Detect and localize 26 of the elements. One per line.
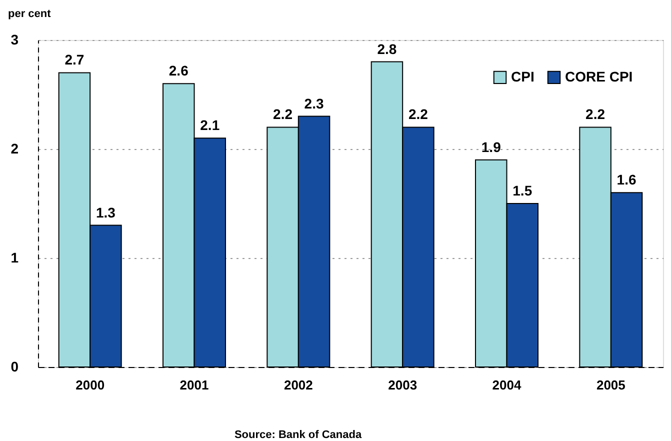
data-label: 1.3: [96, 204, 116, 220]
data-label: 2.1: [200, 117, 220, 134]
x-tick-label: 2005: [596, 378, 626, 392]
y-tick-label: 2: [10, 140, 19, 156]
data-label: 2.6: [168, 62, 189, 79]
legend-label: CPI: [511, 68, 534, 84]
legend-label: CORE CPI: [565, 68, 633, 84]
y-tick-label: 3: [10, 32, 19, 48]
data-label: 1.6: [616, 172, 636, 188]
x-tick-label: 2000: [76, 378, 105, 392]
data-label: 2.2: [408, 106, 428, 122]
data-label: 2.7: [64, 52, 84, 68]
data-label: 2.2: [586, 106, 606, 122]
data-label: 2.8: [377, 40, 397, 57]
x-tick-label: 2002: [284, 378, 313, 392]
data-label: 1.9: [481, 138, 502, 155]
data-label: 1.5: [512, 182, 532, 198]
y-axis-title: per cent: [8, 8, 52, 20]
data-label: 2.3: [304, 95, 324, 112]
y-tick-label: 1: [10, 250, 19, 266]
data-label: 2.2: [273, 106, 293, 122]
x-tick-label: 2004: [492, 378, 522, 392]
y-tick-label: 0: [10, 358, 19, 374]
x-tick-label: 2001: [180, 378, 209, 392]
source-note: Source: Bank of Canada: [234, 429, 362, 441]
x-tick-label: 2003: [388, 378, 418, 392]
